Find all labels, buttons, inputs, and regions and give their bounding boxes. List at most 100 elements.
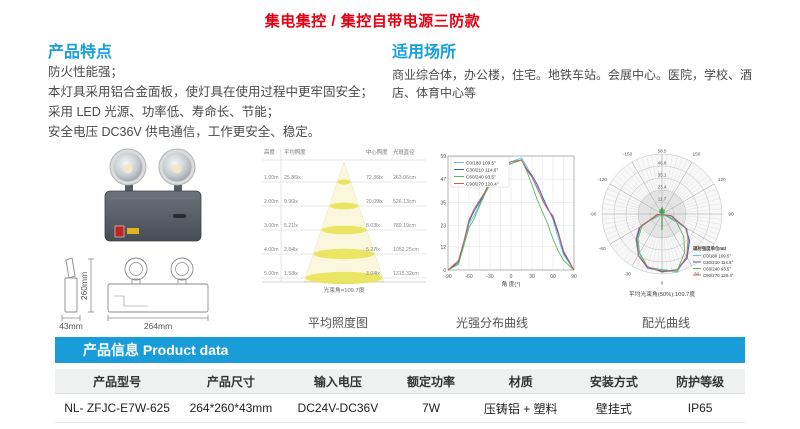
angle-tick-label: 0 — [661, 281, 664, 286]
front-view-lamp — [170, 257, 194, 281]
product-table-cell: 壁挂式 — [572, 393, 656, 423]
beam-angle-note: 平均光束角(50%):109.7度 — [629, 290, 696, 298]
product-table: 产品型号 产品尺寸 输入电压 额定功率 材质 安装方式 防护等级 NL- ZFJC-E7W-… — [55, 369, 745, 423]
avg-lux-value: 1.58lx — [284, 271, 298, 277]
product-table-wrap: 产品型号 产品尺寸 输入电压 额定功率 材质 安装方式 防护等级 NL- ZFJC-E7W-… — [55, 369, 745, 423]
height-value: 4.00m — [264, 247, 278, 253]
polar-series-curve — [636, 212, 690, 273]
major-spoke — [631, 161, 663, 215]
beam-angle-note: 光束角=109.7度 — [323, 286, 364, 294]
avg-lux-value: 5.21lx — [284, 223, 298, 229]
x-tick-label: 90 — [571, 274, 577, 280]
avg-lux-value: 25.86lx — [284, 175, 301, 181]
x-tick-label: 60 — [550, 274, 556, 280]
angle-tick-label: 60 — [719, 246, 725, 251]
applications-heading: 适用场所 — [392, 44, 457, 61]
features-list: 防火性能强； 本灯具采用铝合金面板，使灯具在使用过程中更牢固安全； 采用 LED 光… — [48, 62, 378, 142]
polar-series-curve — [635, 214, 689, 273]
product-table-cell: 7W — [393, 393, 469, 423]
product-table-cell: 264*260*43mm — [179, 393, 283, 423]
x-axis-label: 角 度(°) — [502, 280, 521, 288]
legend-unit-label: 辐射强度单位:cd — [693, 245, 726, 252]
height-value: 3.00m — [264, 223, 278, 229]
radial-tick-label: 35.1 — [658, 173, 667, 178]
side-view-body — [64, 277, 78, 313]
plot-border — [447, 155, 575, 271]
lamp-led-right — [172, 164, 182, 174]
intensity-curve-chart: 0 12 23 35 47 59 -90 -60 -30 0 30 60 90 角 度(°) C0/180 … — [440, 154, 577, 288]
x-tick-label: -60 — [465, 274, 472, 280]
col-header: 平均照度 — [284, 148, 306, 156]
major-spoke — [661, 161, 693, 215]
front-view-lamp — [124, 257, 148, 281]
product-table-cell: IP65 — [655, 393, 745, 423]
applications-text: 商业综合体，办公楼，住宅。地铁车站。会展中心。医院，学校、酒店、体育中心等 — [392, 68, 753, 100]
red-label — [114, 225, 125, 238]
yellow-label — [127, 228, 139, 234]
col-header: 中心照度 — [366, 148, 388, 156]
product-table-row: NL- ZFJC-E7W-625 264*260*43mm DC24V-DC36V 7… — [55, 393, 745, 423]
front-view-detail — [114, 295, 148, 307]
height-value: 5.00m — [264, 271, 278, 277]
light-spot — [329, 202, 359, 210]
product-table-header-cell: 产品尺寸 — [179, 369, 283, 394]
x-tick-label: -30 — [486, 274, 493, 280]
product-table-cell: 压铸铝 + 塑料 — [468, 393, 573, 423]
depth-dim-label: 43mm — [59, 321, 83, 331]
height-value: 2.00m — [264, 199, 278, 205]
angle-tick-label: -150 — [623, 152, 633, 157]
spot-diameter-value: 526.13cm — [393, 199, 416, 205]
legend-label: C30/210 114.6° — [466, 168, 498, 173]
product-table-header-cell: 产品型号 — [55, 369, 180, 394]
light-spot — [337, 179, 351, 185]
product-table-header-row: 产品型号 产品尺寸 输入电压 额定功率 材质 安装方式 防护等级 — [55, 369, 745, 394]
light-spot — [313, 248, 375, 260]
product-table-cell: DC24V-DC36V — [282, 393, 394, 423]
angle-tick-label: -120 — [598, 177, 608, 182]
dimension-drawing: 43mm 260mm 264mm — [59, 257, 209, 331]
major-spoke — [609, 183, 663, 215]
product-table-header-cell: 防护等级 — [655, 369, 745, 394]
x-tick-label: 30 — [529, 274, 535, 280]
product-info-banner: 产品信息 Product data — [55, 337, 745, 363]
y-tick-label: 47 — [440, 177, 446, 183]
x-tick-label: 0 — [510, 274, 513, 280]
series-curve — [447, 159, 575, 271]
illuminance-chart: 高度 平均照度 中心照度 光斑直径 1.00m 25.86lx 72.36lx 263.06c… — [262, 148, 426, 294]
lamp-led-left — [123, 164, 133, 174]
angle-tick-label: 90 — [728, 212, 734, 217]
center-arrow-head — [659, 206, 665, 213]
avg-lux-value: 9.96lx — [284, 199, 298, 205]
angle-tick-label: -90 — [590, 212, 597, 217]
polar-distribution-chart: -150-120-90-60-3003060901201500.011.723.… — [590, 149, 734, 299]
indicator-slot — [173, 214, 186, 218]
page-title: 集电集控 / 集控自带电源三防款 — [264, 13, 481, 30]
legend-label: C60/240 93.5° — [703, 267, 731, 272]
legend-label: C90/270 120.4° — [703, 273, 734, 278]
center-lux-value: 5.27lx — [366, 247, 380, 253]
legend-label: C60/240 93.5° — [466, 175, 496, 180]
height-dim-label: 260mm — [79, 272, 89, 300]
major-spoke — [661, 183, 715, 215]
caption-polar: 配光曲线 — [641, 316, 691, 330]
lamp-stem-left — [125, 184, 133, 194]
width-dim-label: 264mm — [144, 321, 172, 331]
y-tick-label: 12 — [440, 245, 446, 251]
feature-line: 安全电压 DC36V 供电通信，工作更安全、稳定。 — [48, 125, 321, 139]
angle-tick-label: 30 — [694, 271, 700, 276]
radial-tick-label: 23.4 — [658, 185, 667, 190]
front-view-body — [107, 283, 209, 313]
feature-line: 本灯具采用铝合金面板，使灯具在使用过程中更牢固安全； — [48, 85, 374, 99]
y-tick-label: 59 — [440, 154, 446, 160]
y-tick-label: 23 — [440, 224, 446, 230]
legend-label: C0/180 109.5° — [466, 161, 496, 166]
y-tick-label: 35 — [440, 200, 446, 206]
avg-lux-value: 2.84lx — [284, 247, 298, 253]
center-lux-value: 8.03lx — [366, 223, 380, 229]
feature-line: 采用 LED 光源、功率低、寿命长、节能； — [48, 105, 280, 119]
angle-tick-label: -30 — [624, 271, 631, 276]
front-view-lamp-inner — [175, 262, 189, 276]
caption-intensity: 光强分布曲线 — [455, 316, 529, 330]
lamp-stem-right — [174, 184, 182, 194]
product-table-header-cell: 输入电压 — [282, 369, 394, 394]
